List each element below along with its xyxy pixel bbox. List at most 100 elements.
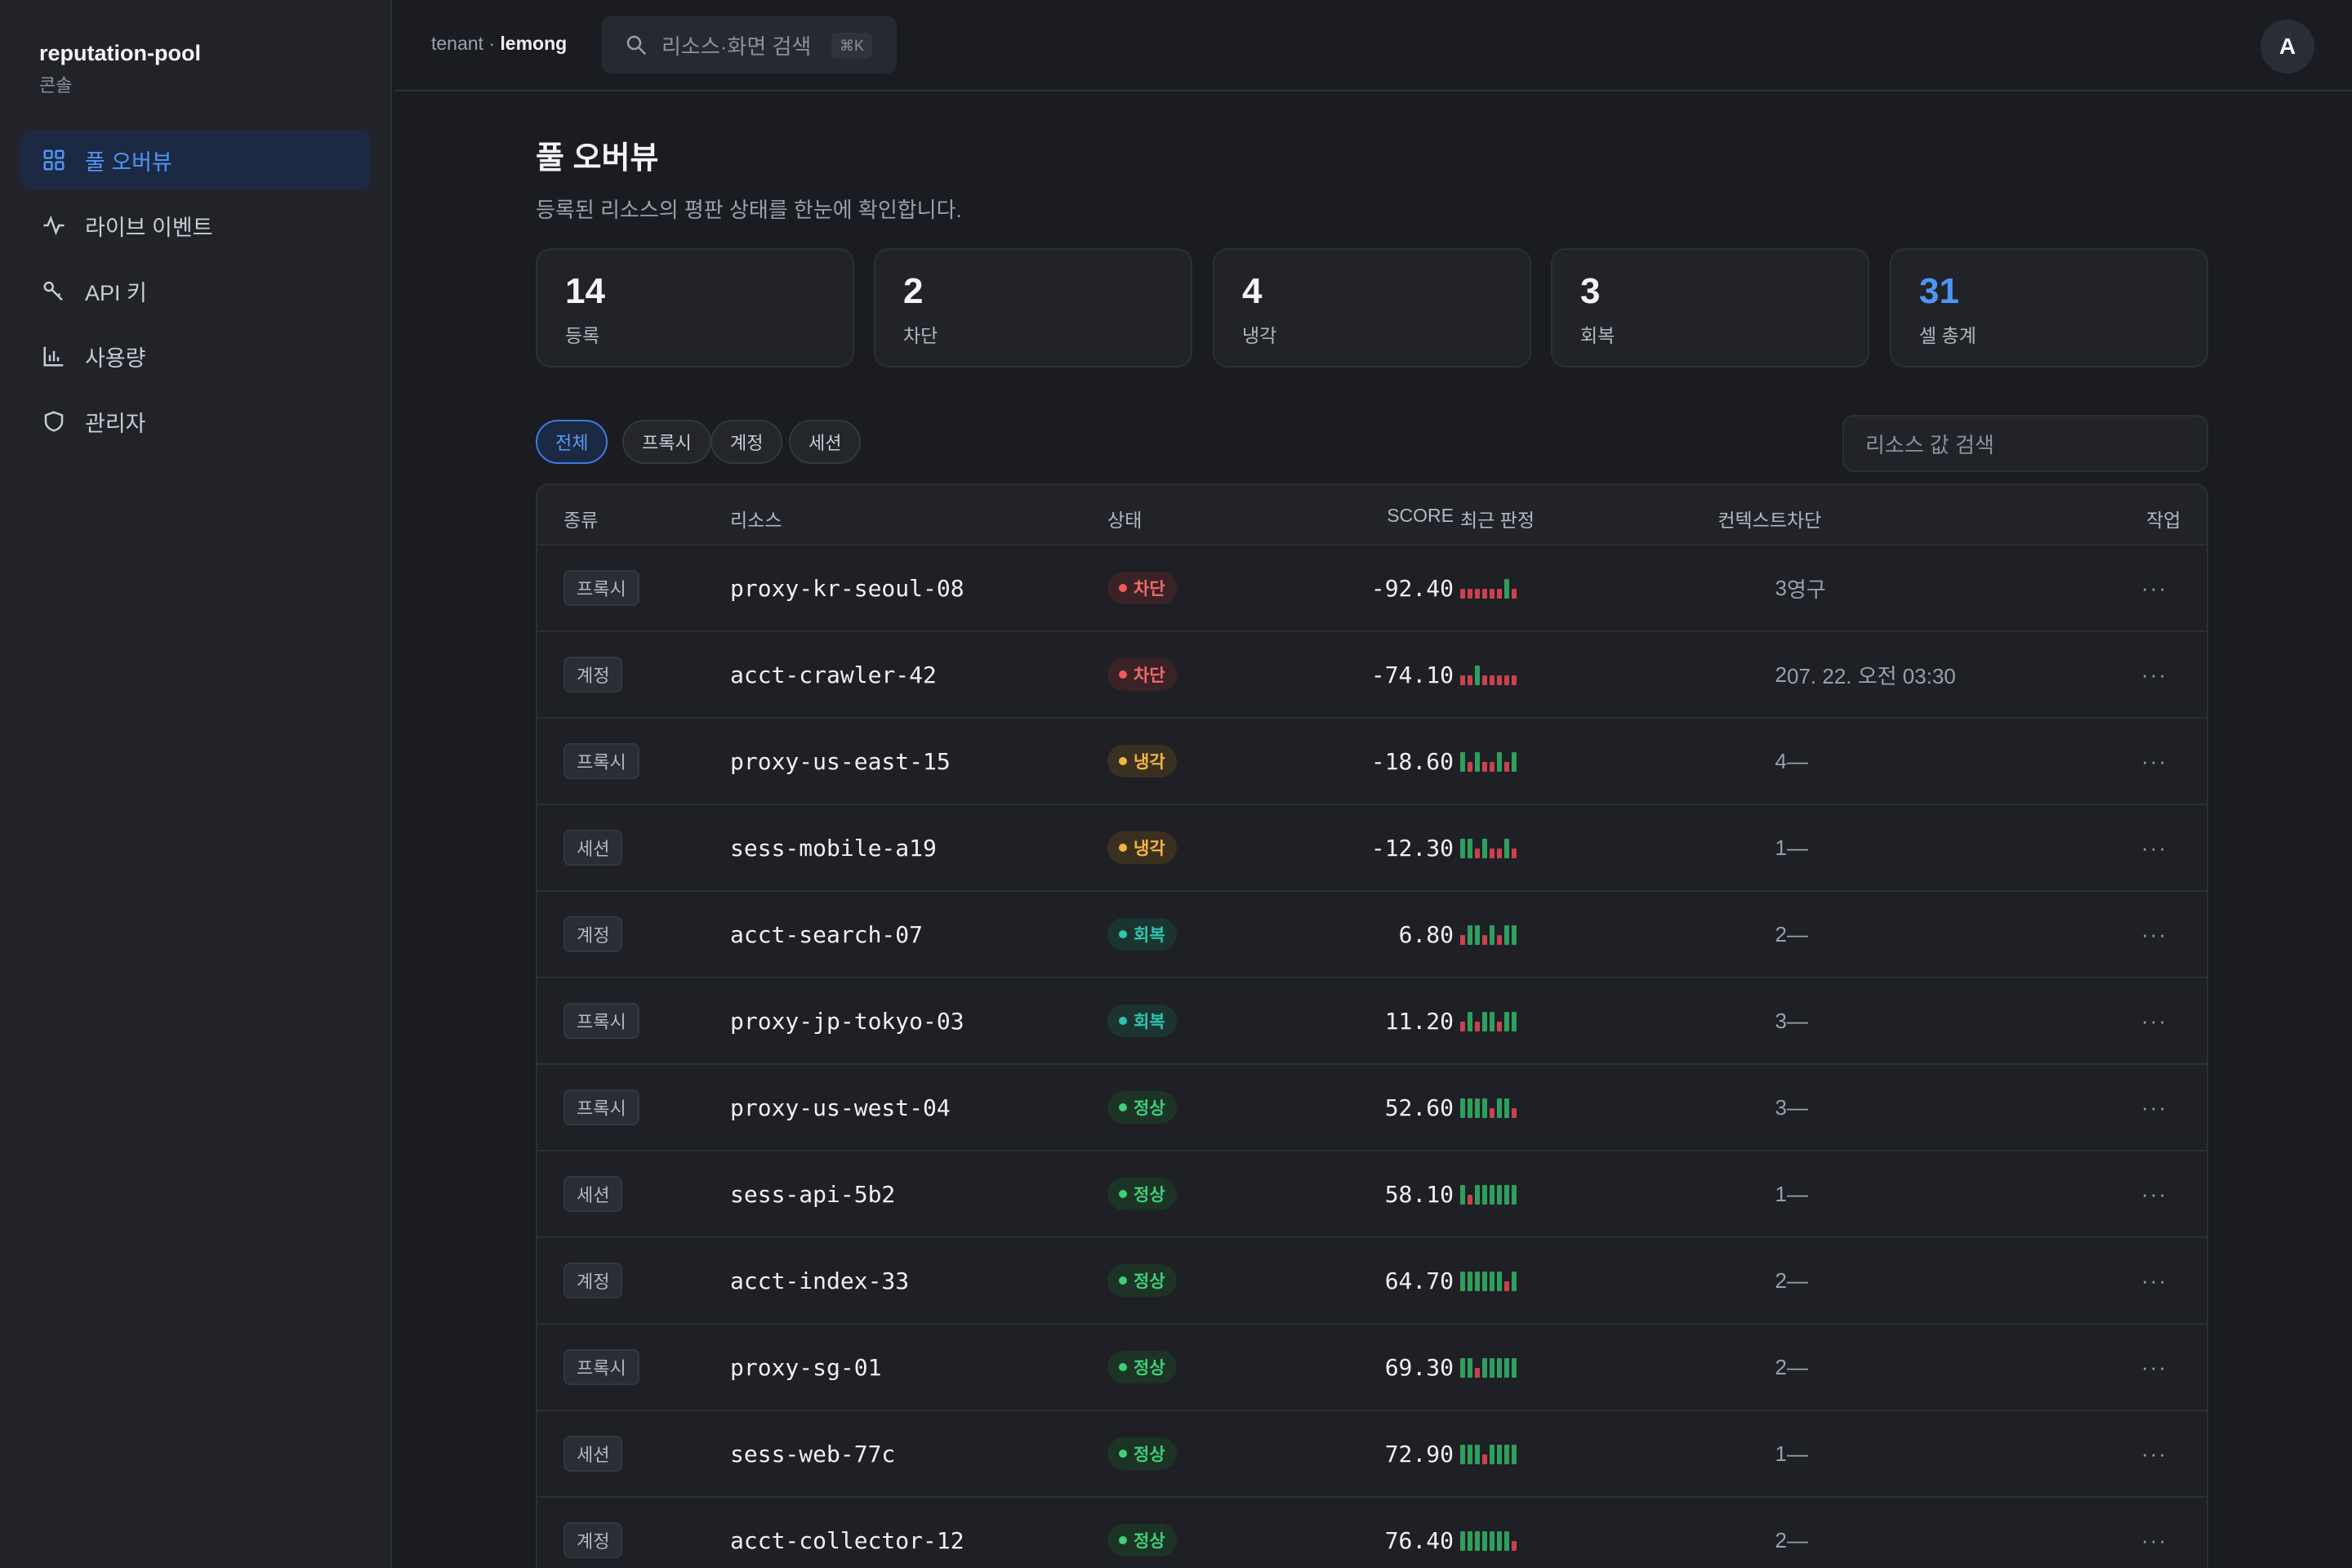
verdict-sparkline: [1460, 837, 1519, 858]
column-header-status[interactable]: 상태: [1107, 510, 1143, 531]
stat-card-registered: 14 등록: [536, 248, 854, 368]
more-actions-button[interactable]: ···: [2141, 1094, 2167, 1120]
verdict-sparkline: [1460, 664, 1519, 685]
verdict-sparkline: [1460, 1270, 1519, 1291]
verdict-pass-bar: [1497, 1272, 1502, 1291]
context-cell: 2: [1775, 921, 1787, 947]
stat-value: 4: [1242, 271, 1263, 311]
verdicts-cell: [1460, 632, 1519, 717]
tenant-name: lemong: [500, 33, 568, 54]
table-row[interactable]: 프록시 proxy-jp-tokyo-03 회복 11.20 3— ···: [537, 978, 2207, 1065]
filter-chip-session[interactable]: 세션: [789, 420, 862, 464]
more-actions-button[interactable]: ···: [2141, 1267, 2167, 1293]
type-cell: 프록시: [564, 719, 639, 804]
table-row[interactable]: 세션 sess-mobile-a19 냉각 -12.30 1— ···: [537, 805, 2207, 892]
verdict-fail-bar: [1490, 762, 1494, 772]
table-row[interactable]: 프록시 proxy-kr-seoul-08 차단 -92.40 3 영구 ···: [537, 546, 2207, 632]
table-row[interactable]: 계정 acct-index-33 정상 64.70 2— ···: [537, 1238, 2207, 1325]
stat-label: 회복: [1580, 325, 1615, 346]
resource-cell[interactable]: acct-index-33: [730, 1267, 910, 1294]
resource-cell[interactable]: proxy-us-east-15: [730, 747, 951, 775]
type-tag: 계정: [564, 657, 623, 693]
verdict-fail-bar: [1460, 935, 1465, 945]
verdict-fail-bar: [1497, 1022, 1502, 1031]
sidebar: reputation-pool 콘솔 풀 오버뷰 라이브 이벤트 API 키: [0, 0, 392, 1568]
table-row[interactable]: 세션 sess-api-5b2 정상 58.10 1— ···: [537, 1152, 2207, 1238]
verdict-fail-bar: [1512, 1541, 1517, 1551]
tenant-prefix: tenant ·: [431, 33, 501, 54]
verdicts-cell: [1460, 1411, 1519, 1496]
brand: reputation-pool 콘솔: [39, 41, 201, 97]
stat-value: 14: [565, 271, 605, 311]
stat-label: 차단: [903, 325, 938, 346]
stat-card-cooling: 4 냉각: [1213, 248, 1531, 368]
app-name: reputation-pool: [39, 41, 201, 65]
stats-row: 14 등록 2 차단 4 냉각 3 회복 31 셀 총계: [536, 248, 2208, 368]
filter-chip-account[interactable]: 계정: [710, 420, 783, 464]
sidebar-item-live-events[interactable]: 라이브 이벤트: [20, 196, 371, 255]
resource-cell[interactable]: proxy-jp-tokyo-03: [730, 1007, 964, 1035]
resource-cell[interactable]: acct-collector-12: [730, 1526, 964, 1554]
more-actions-button[interactable]: ···: [2141, 835, 2167, 860]
column-header-score[interactable]: SCORE: [1387, 505, 1454, 526]
table-row[interactable]: 계정 acct-collector-12 정상 76.40 2— ···: [537, 1498, 2207, 1568]
column-header-type[interactable]: 종류: [564, 510, 599, 531]
score-cell: 11.20: [1384, 1007, 1454, 1035]
table-row[interactable]: 계정 acct-crawler-42 차단 -74.10 2 07. 22. 오전 03:…: [537, 632, 2207, 719]
type-tag: 세션: [564, 1436, 623, 1472]
verdict-pass-bar: [1497, 1185, 1502, 1205]
table-row[interactable]: 프록시 proxy-us-east-15 냉각 -18.60 4— ···: [537, 719, 2207, 805]
sidebar-item-admin[interactable]: 관리자: [20, 392, 371, 451]
resource-cell[interactable]: proxy-us-west-04: [730, 1094, 951, 1121]
more-actions-button[interactable]: ···: [2141, 748, 2167, 773]
sidebar-item-usage[interactable]: 사용량: [20, 327, 371, 385]
sidebar-item-pool-overview[interactable]: 풀 오버뷰: [20, 131, 371, 189]
resource-cell[interactable]: sess-api-5b2: [730, 1180, 896, 1208]
more-actions-button[interactable]: ···: [2141, 1008, 2167, 1033]
status-dot: [1119, 844, 1127, 852]
resource-search-input[interactable]: 리소스 값 검색: [1842, 415, 2208, 472]
resource-cell[interactable]: acct-search-07: [730, 920, 924, 948]
more-actions-button[interactable]: ···: [2141, 1527, 2167, 1552]
more-actions-button[interactable]: ···: [2141, 1441, 2167, 1466]
table-row[interactable]: 세션 sess-web-77c 정상 72.90 1— ···: [537, 1411, 2207, 1498]
table-row[interactable]: 프록시 proxy-us-west-04 정상 52.60 3— ···: [537, 1065, 2207, 1152]
context-cell: 2: [1775, 1354, 1787, 1379]
more-actions-button[interactable]: ···: [2141, 575, 2167, 600]
verdicts-cell: [1460, 805, 1519, 890]
verdict-sparkline: [1460, 577, 1519, 599]
more-actions-button[interactable]: ···: [2141, 1354, 2167, 1379]
block-cell: —: [1787, 1354, 1808, 1379]
status-cell: 정상: [1107, 1498, 1177, 1568]
filter-chip-proxy[interactable]: 프록시: [622, 420, 711, 464]
filter-chip-all[interactable]: 전체: [536, 420, 608, 464]
table-row[interactable]: 계정 acct-search-07 회복 6.80 2— ···: [537, 892, 2207, 978]
verdict-pass-bar: [1497, 1531, 1502, 1551]
resource-cell[interactable]: proxy-kr-seoul-08: [730, 574, 964, 602]
verdict-fail-bar: [1497, 849, 1502, 858]
table-row[interactable]: 프록시 proxy-sg-01 정상 69.30 2— ···: [537, 1325, 2207, 1411]
verdict-pass-bar: [1504, 579, 1509, 599]
type-tag: 계정: [564, 1263, 623, 1298]
column-header-context[interactable]: 컨텍스트: [1717, 510, 1787, 531]
verdict-pass-bar: [1504, 1445, 1509, 1464]
sidebar-item-api-keys[interactable]: API 키: [20, 261, 371, 320]
resource-cell[interactable]: acct-crawler-42: [730, 661, 937, 688]
status-badge: 냉각: [1107, 831, 1177, 864]
global-search-input[interactable]: 리소스·화면 검색 ⌘K: [601, 16, 897, 74]
column-header-block[interactable]: 차단: [1787, 510, 1822, 531]
column-header-resource[interactable]: 리소스: [730, 510, 782, 531]
resource-cell[interactable]: proxy-sg-01: [730, 1353, 882, 1381]
verdict-fail-bar: [1497, 675, 1502, 685]
type-tag: 계정: [564, 916, 623, 952]
column-header-recent-verdicts[interactable]: 최근 판정: [1460, 510, 1535, 531]
verdict-pass-bar: [1460, 1531, 1465, 1551]
more-actions-button[interactable]: ···: [2141, 921, 2167, 947]
avatar[interactable]: A: [2261, 20, 2314, 74]
status-cell: 차단: [1107, 632, 1177, 717]
more-actions-button[interactable]: ···: [2141, 662, 2167, 687]
resource-cell[interactable]: sess-mobile-a19: [730, 834, 937, 862]
more-actions-button[interactable]: ···: [2141, 1181, 2167, 1206]
verdict-pass-bar: [1482, 1531, 1487, 1551]
resource-cell[interactable]: sess-web-77c: [730, 1440, 896, 1468]
